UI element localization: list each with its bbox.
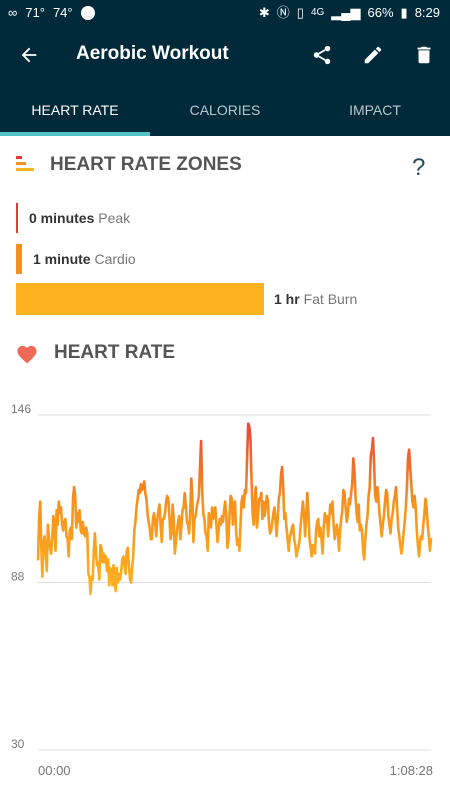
peak-zone-name: Peak: [98, 210, 131, 226]
tab-impact[interactable]: IMPACT: [300, 84, 450, 136]
peak-zone-value: 0 minutes: [29, 210, 95, 226]
cardio-zone-bar: [16, 244, 22, 274]
fat-burn-zone-label: 1 hr Fat Burn: [274, 291, 357, 307]
tab-indicator: [0, 132, 150, 136]
bluetooth-icon: ✱: [258, 4, 270, 20]
status-temp-2: 74°: [52, 5, 73, 20]
y-tick-label: 146: [11, 402, 31, 416]
heart-rate-title: HEART RATE: [54, 342, 176, 363]
status-right: ✱ Ⓝ ▯ 4G ▂▄▆ 66% ▮ 8:29: [259, 5, 440, 20]
vibrate-icon: ▯: [296, 4, 304, 20]
y-tick-label: 88: [11, 570, 25, 584]
fat-burn-zone-bar: [16, 283, 264, 315]
x-end-label: 1:08:28: [390, 763, 433, 778]
share-icon: [313, 45, 331, 65]
tab-calories[interactable]: CALORIES: [150, 84, 300, 136]
battery-icon: ▮: [400, 4, 408, 20]
status-bar: ∞ 71° 74° ✱ Ⓝ ▯ 4G ▂▄▆ 66% ▮ 8:29: [0, 0, 450, 26]
peak-zone-bar: [16, 203, 18, 233]
tab-calories-label: CALORIES: [189, 102, 261, 118]
status-time: 8:29: [414, 5, 440, 20]
cardio-zone-label: 1 minute Cardio: [33, 251, 136, 267]
tab-heart-rate[interactable]: HEART RATE: [0, 84, 150, 136]
help-icon[interactable]: ?: [412, 154, 426, 181]
status-left: ∞ 71° 74°: [8, 5, 95, 20]
back-button[interactable]: [12, 39, 46, 71]
tab-heart-rate-label: HEART RATE: [31, 102, 119, 118]
fat-burn-zone-value: 1 hr: [274, 291, 300, 307]
y-tick-label: 30: [11, 737, 25, 751]
zones-icon: [16, 156, 34, 171]
fat-burn-zone-name: Fat Burn: [303, 291, 358, 307]
tab-bar: HEART RATE CALORIES IMPACT: [0, 84, 450, 136]
battery-percent: 66%: [367, 5, 394, 20]
share-button[interactable]: [306, 39, 338, 71]
heart-icon: [17, 345, 37, 364]
trash-icon: [417, 46, 431, 64]
signal-strength-icon: ▂▄▆: [331, 4, 361, 20]
voicemail-icon: ∞: [8, 4, 18, 20]
signal-type: 4G: [310, 6, 325, 18]
cardio-zone-value: 1 minute: [33, 251, 91, 267]
heart-rate-zones-title: HEART RATE ZONES: [50, 154, 242, 175]
page-title: Aerobic Workout: [76, 43, 229, 64]
peak-zone-label: 0 minutes Peak: [29, 210, 130, 226]
pencil-icon: [364, 46, 382, 64]
x-start-label: 00:00: [38, 763, 71, 778]
heart-rate-series-line: [36, 422, 433, 596]
heart-rate-chart: 146 88 30 00:00 1:08:28: [11, 402, 433, 778]
edit-button[interactable]: [357, 39, 389, 71]
app-bar: Aerobic Workout: [0, 26, 450, 84]
nfc-icon: Ⓝ: [276, 4, 290, 20]
status-temp-1: 71°: [25, 5, 45, 20]
tab-impact-label: IMPACT: [349, 102, 401, 118]
cardio-zone-name: Cardio: [94, 251, 136, 267]
arrow-back-icon: [21, 47, 37, 63]
app-notification-icon: [80, 5, 95, 20]
delete-button[interactable]: [408, 39, 440, 71]
